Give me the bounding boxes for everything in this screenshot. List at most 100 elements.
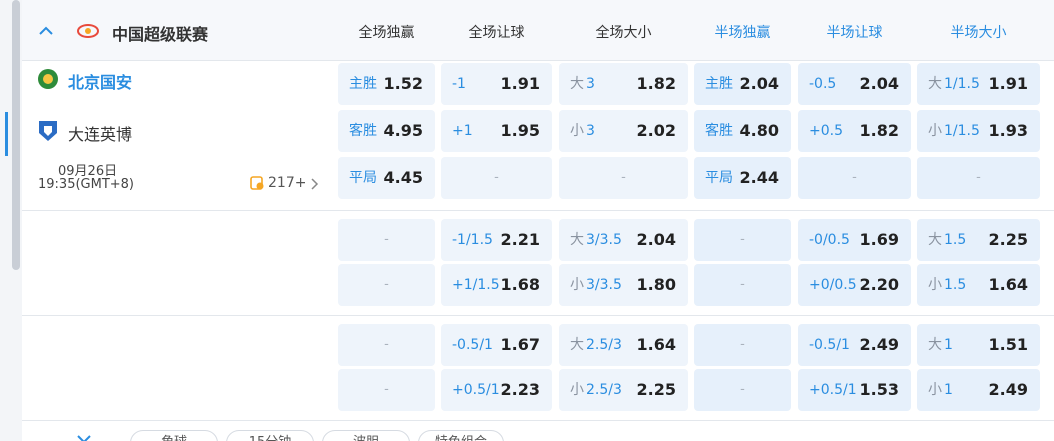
odds-cell[interactable]: -0.5/1 1.67: [441, 324, 552, 366]
handicap-line: +0.5/1: [452, 382, 500, 398]
handicap-line: -0.5/1: [452, 337, 493, 353]
more-markets[interactable]: 217+: [268, 175, 307, 191]
over-under-side: 大: [928, 232, 942, 248]
odds-value: 4.95: [383, 121, 423, 140]
handicap-line: 1: [944, 382, 953, 398]
empty-odds: -: [976, 170, 981, 185]
away-badge: [39, 121, 57, 141]
empty-odds: -: [384, 232, 389, 247]
over-under-side: 大: [928, 76, 942, 92]
odds-value: 2.49: [988, 380, 1028, 399]
odds-cell[interactable]: 大 1.5 2.25: [917, 219, 1040, 261]
odds-cell[interactable]: 小 1.5 1.64: [917, 264, 1040, 306]
over-under-side: 小: [570, 382, 584, 398]
scrollbar[interactable]: [12, 0, 20, 270]
odds-value: 2.44: [739, 168, 779, 187]
odds-value: 1.91: [988, 74, 1028, 93]
collapse-icon[interactable]: [38, 24, 54, 38]
odds-cell: -: [338, 369, 435, 411]
market-tab[interactable]: 15分钟: [226, 430, 314, 441]
group-divider: [22, 420, 1054, 421]
odds-value: 1.64: [636, 335, 676, 354]
empty-odds: -: [740, 382, 745, 397]
odds-value: 1.91: [500, 74, 540, 93]
outcome-label: 主胜: [705, 76, 733, 92]
odds-cell[interactable]: +0.5/1 1.53: [798, 369, 911, 411]
odds-cell: -: [694, 369, 791, 411]
odds-cell[interactable]: 小 3/3.5 1.80: [559, 264, 688, 306]
match-date: 09月26日: [58, 164, 118, 179]
empty-odds: -: [384, 337, 389, 352]
odds-cell[interactable]: 主胜 2.04: [694, 63, 791, 105]
odds-cell[interactable]: +0.5/1 2.23: [441, 369, 552, 411]
odds-cell[interactable]: 客胜 4.95: [338, 110, 435, 152]
odds-value: 1.80: [636, 275, 676, 294]
outcome-label: 平局: [349, 170, 377, 186]
away-team[interactable]: 大连英博: [68, 125, 133, 144]
market-tab[interactable]: 特色组合: [418, 430, 504, 441]
over-under-side: 小: [928, 382, 942, 398]
odds-cell[interactable]: 大 3 1.82: [559, 63, 688, 105]
odds-cell[interactable]: -0.5 2.04: [798, 63, 911, 105]
handicap-line: -0/0.5: [809, 232, 850, 248]
more-icon: [250, 176, 264, 190]
odds-value: 1.51: [988, 335, 1028, 354]
odds-cell[interactable]: +0/0.5 2.20: [798, 264, 911, 306]
odds-cell: -: [338, 219, 435, 261]
home-team[interactable]: 北京国安: [68, 73, 133, 92]
odds-cell[interactable]: +1 1.95: [441, 110, 552, 152]
odds-cell[interactable]: -1 1.91: [441, 63, 552, 105]
odds-cell[interactable]: 小 3 2.02: [559, 110, 688, 152]
handicap-line: 1/1.5: [944, 123, 980, 139]
odds-cell: -: [441, 157, 552, 199]
handicap-line: 3/3.5: [586, 277, 622, 293]
outcome-label: 平局: [705, 170, 733, 186]
handicap-line: 1.5: [944, 232, 967, 248]
odds-cell[interactable]: 主胜 1.52: [338, 63, 435, 105]
odds-cell: -: [694, 264, 791, 306]
match-time: 19:35(GMT+8): [38, 177, 135, 192]
over-under-side: 大: [928, 337, 942, 353]
handicap-line: -1: [452, 76, 466, 92]
market-tab[interactable]: 角球: [130, 430, 218, 441]
column-header: 半场独赢: [714, 25, 771, 41]
odds-value: 1.68: [500, 275, 540, 294]
outcome-label: 客胜: [349, 123, 377, 139]
handicap-line: +0.5: [809, 123, 843, 139]
handicap-line: -0.5/1: [809, 337, 850, 353]
odds-value: 2.25: [636, 380, 676, 399]
more-arrow[interactable]: [310, 177, 320, 191]
empty-odds: -: [494, 170, 499, 185]
odds-cell: -: [338, 324, 435, 366]
odds-cell[interactable]: +1/1.5 1.68: [441, 264, 552, 306]
odds-cell[interactable]: 大 3/3.5 2.04: [559, 219, 688, 261]
odds-cell[interactable]: -0.5/1 2.49: [798, 324, 911, 366]
odds-value: 1.93: [988, 121, 1028, 140]
odds-cell[interactable]: 平局 2.44: [694, 157, 791, 199]
odds-cell[interactable]: 小 1 2.49: [917, 369, 1040, 411]
odds-cell[interactable]: -0/0.5 1.69: [798, 219, 911, 261]
odds-cell: -: [694, 219, 791, 261]
odds-cell[interactable]: 小 2.5/3 2.25: [559, 369, 688, 411]
odds-value: 2.21: [500, 230, 540, 249]
odds-cell[interactable]: 大 1/1.5 1.91: [917, 63, 1040, 105]
odds-cell: -: [917, 157, 1040, 199]
handicap-line: 3: [586, 123, 595, 139]
market-tab[interactable]: 波胆: [322, 430, 410, 441]
active-indicator: [5, 112, 8, 156]
over-under-side: 小: [570, 277, 584, 293]
over-under-side: 小: [928, 277, 942, 293]
column-header: 全场大小: [595, 25, 652, 41]
odds-cell[interactable]: -1/1.5 2.21: [441, 219, 552, 261]
odds-value: 2.02: [636, 121, 676, 140]
odds-cell[interactable]: 小 1/1.5 1.93: [917, 110, 1040, 152]
odds-cell[interactable]: 大 2.5/3 1.64: [559, 324, 688, 366]
odds-value: 2.04: [636, 230, 676, 249]
odds-cell[interactable]: 客胜 4.80: [694, 110, 791, 152]
odds-cell[interactable]: +0.5 1.82: [798, 110, 911, 152]
league-name: 中国超级联赛: [112, 25, 209, 44]
expand-icon[interactable]: [76, 434, 92, 441]
odds-cell[interactable]: 平局 4.45: [338, 157, 435, 199]
odds-cell[interactable]: 大 1 1.51: [917, 324, 1040, 366]
odds-value: 1.82: [859, 121, 899, 140]
